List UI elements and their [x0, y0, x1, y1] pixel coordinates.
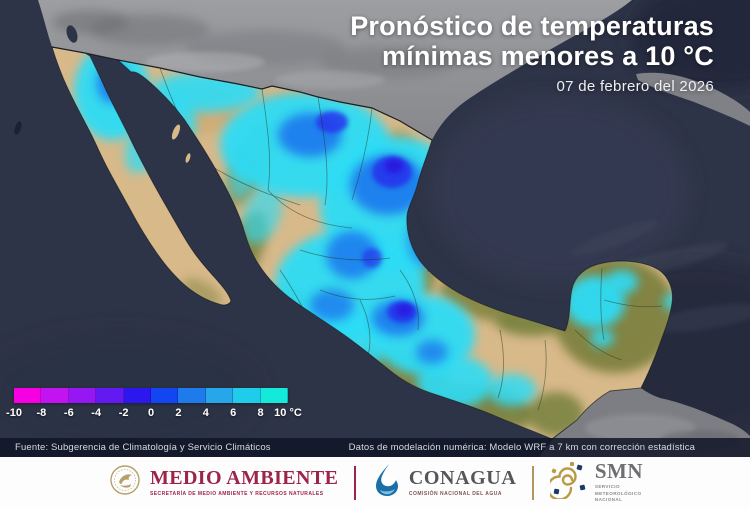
- legend-segment-2: [68, 388, 97, 403]
- conagua-name: CONAGUA: [408, 467, 517, 489]
- map-header: Pronóstico de temperaturas mínimas menor…: [350, 11, 714, 96]
- smn-logo: SMN SERVICIO METEOROLÓGICO NACIONAL: [546, 459, 644, 504]
- legend-tick: -4: [91, 407, 102, 419]
- model-data-text: Datos de modelación numérica: Modelo WRF…: [348, 442, 696, 453]
- legend-tick: -6: [63, 407, 74, 419]
- legend-segment-0: [14, 388, 42, 403]
- caracol-spiral-icon: [546, 461, 588, 504]
- us-landmass: [38, 0, 632, 140]
- legend-tick: -2: [118, 407, 129, 419]
- cuba-landmass: [636, 72, 750, 126]
- page-title-line2: mínimas menores a 10 °C: [381, 40, 714, 71]
- legend-segment-7: [205, 388, 234, 403]
- legend-tick-labels: -10 -8 -6 -4 -2 0 2 4 6 8 10 °C: [6, 407, 302, 423]
- map-canvas: [0, 0, 750, 457]
- forecast-date: 07 de febrero del 2026: [556, 78, 714, 96]
- page-title-line1: Pronóstico de temperaturas: [350, 11, 714, 41]
- legend-tick: 10 °C: [274, 407, 302, 419]
- legend-segment-9: [260, 388, 288, 403]
- legend-tick: -10: [6, 407, 22, 419]
- medio-ambiente-logo: MEDIO AMBIENTE SECRETARÍA DE MEDIO AMBIE…: [107, 462, 338, 503]
- legend-tick: 6: [230, 407, 237, 419]
- smn-subtitle: SERVICIO METEOROLÓGICO NACIONAL: [594, 484, 642, 503]
- legend-tick: 0: [147, 407, 155, 419]
- temperature-legend: -10 -8 -6 -4 -2 0 2 4 6 8 10 °C: [6, 388, 314, 423]
- legend-segment-5: [151, 388, 179, 403]
- medio-ambiente-name: MEDIO AMBIENTE: [149, 467, 339, 489]
- conagua-subtitle: COMISIÓN NACIONAL DEL AGUA: [408, 491, 503, 497]
- eagle-seal-icon: [107, 462, 143, 503]
- borders: [51, 46, 673, 440]
- source-text: Fuente: Subgerencia de Climatología y Se…: [15, 442, 271, 453]
- legend-tick: 4: [202, 407, 209, 419]
- water-drop-icon: [372, 462, 402, 503]
- footer-divider: [532, 465, 534, 500]
- legend-segment-4: [123, 388, 152, 403]
- conagua-logo: CONAGUA COMISIÓN NACIONAL DEL AGUA: [372, 462, 517, 503]
- legend-tick: 2: [175, 407, 182, 419]
- legend-tick: 8: [257, 407, 264, 419]
- legend-segment-6: [178, 388, 206, 403]
- institutional-footer: MEDIO AMBIENTE SECRETARÍA DE MEDIO AMBIE…: [0, 457, 750, 508]
- medio-ambiente-subtitle: SECRETARÍA DE MEDIO AMBIENTE Y RECURSOS …: [149, 491, 324, 497]
- mexico-temperature-map: [0, 0, 750, 457]
- smn-name: SMN: [594, 459, 644, 484]
- legend-tick: -8: [36, 407, 47, 419]
- legend-color-bar: [14, 388, 288, 403]
- source-strip: Fuente: Subgerencia de Climatología y Se…: [0, 438, 750, 457]
- legend-segment-1: [41, 388, 69, 403]
- footer-divider: [354, 465, 356, 500]
- legend-segment-3: [96, 388, 124, 403]
- legend-segment-8: [233, 388, 261, 403]
- mexico-landmass: [52, 47, 673, 439]
